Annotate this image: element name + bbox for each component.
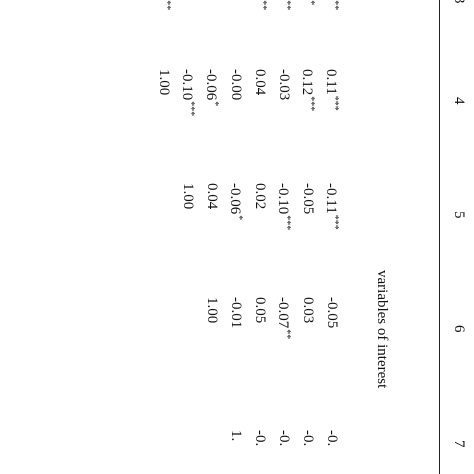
- table-cell: 0.03: [299, 297, 316, 323]
- table-cell: -0.06*: [226, 183, 244, 220]
- cell-value: -0.03: [276, 69, 292, 101]
- table-cell: -0.: [251, 430, 268, 446]
- table-cell: -0.10***: [178, 69, 196, 116]
- cell-value: 0.03: [300, 297, 316, 324]
- cell-value: -0.10: [275, 183, 291, 215]
- cell-value: -0.00: [228, 69, 244, 101]
- table-cell: 0.74***: [154, 0, 172, 10]
- significance-stars: **: [281, 0, 292, 11]
- cell-value: -0.: [276, 430, 292, 447]
- table-cell: -0.: [323, 430, 340, 446]
- cell-value: -0.01: [228, 297, 244, 329]
- cell-value: -0.05: [324, 297, 340, 329]
- table-cell: 0.05: [251, 297, 268, 323]
- table-cell: 1.00: [203, 297, 220, 323]
- table-cell: 0.04: [203, 183, 220, 209]
- significance-stars: ***: [329, 95, 340, 111]
- significance-stars: ***: [305, 96, 316, 112]
- column-header-7: 7: [451, 440, 467, 448]
- table-cell: -0.06*: [298, 0, 316, 5]
- table-cell: 0.04: [251, 69, 268, 95]
- cell-value: -0.11: [323, 183, 339, 214]
- cell-value: -0.: [252, 430, 268, 447]
- column-header-6: 6: [451, 325, 467, 333]
- significance-stars: *: [209, 101, 220, 107]
- significance-stars: *: [305, 0, 316, 6]
- table-cell: -0.05: [299, 183, 316, 214]
- table-cell: -0.: [299, 430, 316, 446]
- cell-value: -0.06: [227, 183, 243, 215]
- table-cell: -0.11***: [322, 183, 340, 230]
- cell-value: 1.00: [204, 297, 220, 324]
- cell-value: 0.02: [252, 183, 268, 210]
- table-cell: -0.06*: [202, 69, 220, 106]
- table-cell: -0.05: [323, 297, 340, 328]
- table-cell: 0.11***: [322, 69, 340, 111]
- cell-value: -0.: [300, 430, 316, 447]
- significance-stars: ***: [185, 101, 196, 117]
- table-top-rule: [439, 0, 440, 474]
- cell-value: 0.11: [323, 69, 339, 95]
- significance-stars: ***: [329, 214, 340, 230]
- table-cell: -0.: [275, 430, 292, 446]
- column-header-3: 3: [450, 0, 467, 4]
- cell-value: -0.10: [179, 69, 195, 101]
- table-cell: -0.03: [275, 69, 292, 100]
- table-cell: -0.01: [227, 297, 244, 328]
- table-cell: 1.00: [179, 183, 196, 209]
- table-cell: -0.00: [227, 69, 244, 100]
- table-cell: -0.07**: [322, 0, 340, 10]
- table-cell: 0.02: [251, 183, 268, 209]
- significance-stars: **: [257, 0, 268, 11]
- table-cell: -0.07**: [274, 297, 292, 339]
- significance-stars: ***: [161, 0, 172, 11]
- cell-value: -0.07: [275, 297, 291, 329]
- table-cell: -0.08**: [274, 0, 292, 10]
- table-cell: -0.10***: [274, 183, 292, 230]
- significance-stars: ***: [281, 215, 292, 231]
- significance-stars: **: [329, 0, 340, 11]
- cell-value: 0.04: [204, 183, 220, 210]
- cell-value: 0.05: [252, 297, 268, 324]
- table-cell: 1.00: [155, 69, 172, 95]
- significance-stars: *: [233, 215, 244, 221]
- cell-value: 1.00: [156, 69, 172, 96]
- cell-value: 1.: [228, 430, 244, 442]
- cell-value: -0.: [324, 430, 340, 447]
- table-cell: 0.12***: [298, 69, 316, 111]
- significance-stars: **: [281, 329, 292, 340]
- cell-value: -0.05: [300, 183, 316, 215]
- cell-value: -0.06: [203, 69, 219, 101]
- table-caption: variables of interest: [374, 270, 390, 389]
- column-header-5: 5: [451, 211, 467, 219]
- cell-value: 0.04: [252, 69, 268, 96]
- column-header-4: 4: [451, 97, 467, 105]
- table-cell: -0.07**: [250, 0, 268, 10]
- cell-value: 0.12: [299, 69, 315, 96]
- cell-value: 1.00: [180, 183, 196, 210]
- table-cell: 1.: [227, 430, 244, 441]
